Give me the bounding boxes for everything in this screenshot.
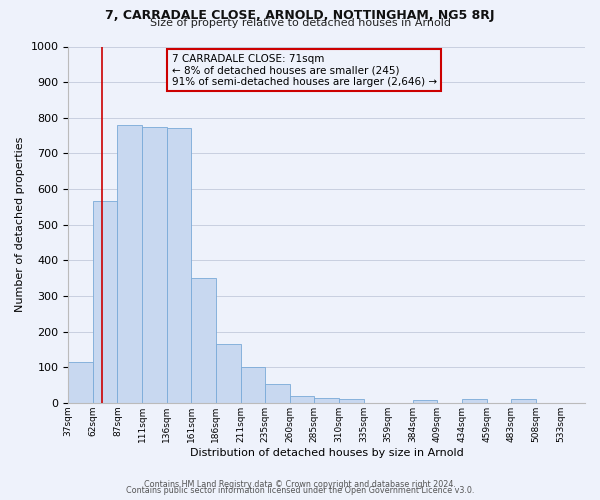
Bar bbox=[68, 362, 93, 403]
Bar bbox=[265, 384, 290, 403]
Text: Size of property relative to detached houses in Arnold: Size of property relative to detached ho… bbox=[149, 18, 451, 28]
Bar bbox=[142, 126, 167, 403]
Bar bbox=[511, 399, 536, 403]
Bar bbox=[462, 399, 487, 403]
X-axis label: Distribution of detached houses by size in Arnold: Distribution of detached houses by size … bbox=[190, 448, 464, 458]
Y-axis label: Number of detached properties: Number of detached properties bbox=[15, 137, 25, 312]
Bar bbox=[241, 367, 265, 403]
Bar bbox=[191, 278, 216, 403]
Bar bbox=[314, 398, 339, 403]
Bar bbox=[93, 202, 118, 403]
Text: Contains HM Land Registry data © Crown copyright and database right 2024.: Contains HM Land Registry data © Crown c… bbox=[144, 480, 456, 489]
Text: 7, CARRADALE CLOSE, ARNOLD, NOTTINGHAM, NG5 8RJ: 7, CARRADALE CLOSE, ARNOLD, NOTTINGHAM, … bbox=[105, 9, 495, 22]
Bar bbox=[216, 344, 241, 403]
Bar bbox=[118, 125, 142, 403]
Bar bbox=[167, 128, 191, 403]
Text: Contains public sector information licensed under the Open Government Licence v3: Contains public sector information licen… bbox=[126, 486, 474, 495]
Bar bbox=[290, 396, 314, 403]
Bar bbox=[413, 400, 437, 403]
Bar bbox=[339, 399, 364, 403]
Text: 7 CARRADALE CLOSE: 71sqm
← 8% of detached houses are smaller (245)
91% of semi-d: 7 CARRADALE CLOSE: 71sqm ← 8% of detache… bbox=[172, 54, 437, 87]
